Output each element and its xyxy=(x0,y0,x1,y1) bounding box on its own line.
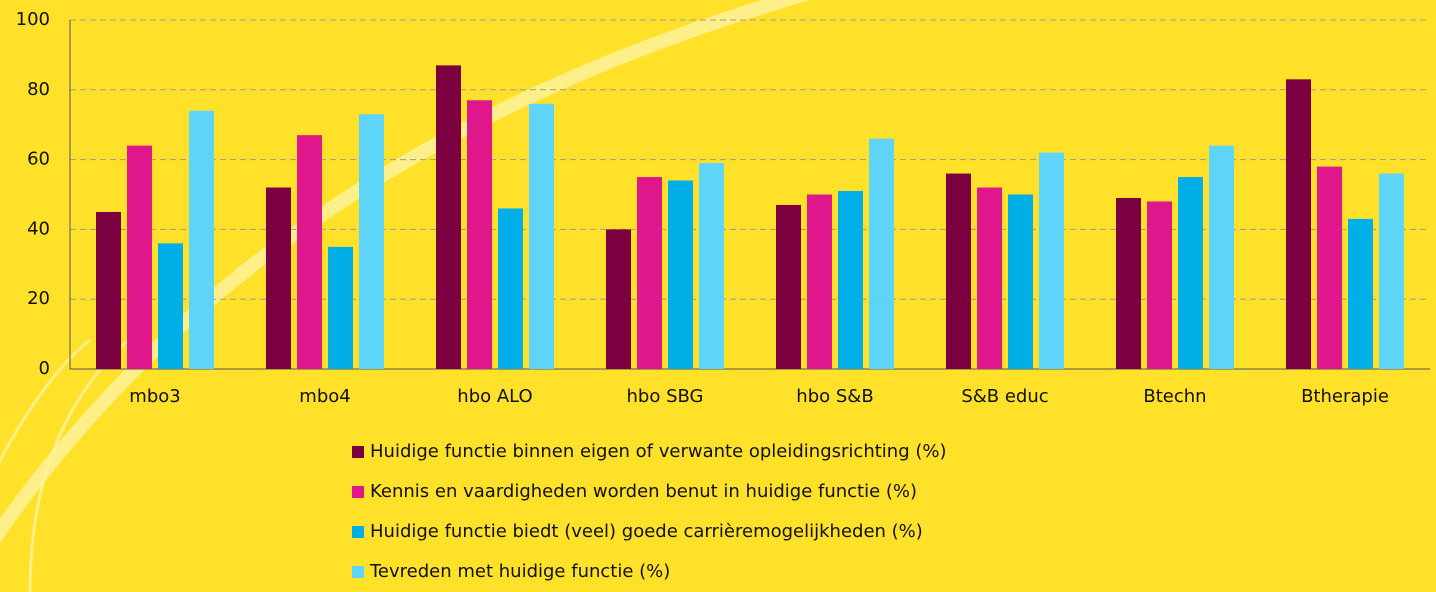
y-tick-label: 100 xyxy=(16,9,50,30)
bar xyxy=(776,204,801,369)
bar xyxy=(1039,152,1064,369)
y-tick-label: 60 xyxy=(27,149,50,170)
y-tick-label: 80 xyxy=(27,79,50,100)
bar xyxy=(1317,166,1342,369)
bar xyxy=(1178,177,1203,369)
bar xyxy=(699,163,724,369)
y-tick-label: 40 xyxy=(27,218,50,239)
bar xyxy=(807,194,832,369)
bar xyxy=(838,191,863,369)
bar xyxy=(946,173,971,369)
y-tick-label: 20 xyxy=(27,288,50,309)
x-tick-label: hbo ALO xyxy=(457,386,532,407)
x-tick-label: Btechn xyxy=(1143,386,1206,407)
bar xyxy=(328,246,353,369)
bar xyxy=(668,180,693,369)
bar xyxy=(158,243,183,369)
bar xyxy=(189,110,214,370)
bar xyxy=(977,187,1002,369)
bar xyxy=(869,138,894,369)
bar xyxy=(1147,201,1172,369)
x-tick-label: mbo3 xyxy=(129,386,180,407)
bar xyxy=(498,208,523,369)
x-tick-label: mbo4 xyxy=(299,386,350,407)
bar xyxy=(1348,218,1373,369)
legend-swatch xyxy=(352,446,364,458)
bar xyxy=(436,65,461,370)
legend-swatch xyxy=(352,526,364,538)
x-tick-label: hbo SBG xyxy=(627,386,704,407)
bar xyxy=(127,145,152,369)
bar xyxy=(606,229,631,369)
bar xyxy=(359,114,384,369)
decoration xyxy=(0,0,811,543)
decoration xyxy=(0,338,91,464)
bar xyxy=(297,135,322,369)
x-tick-label: Btherapie xyxy=(1301,386,1389,407)
bar xyxy=(96,211,121,369)
bar xyxy=(1379,173,1404,369)
legend-label: Kennis en vaardigheden worden benut in h… xyxy=(370,481,917,502)
legend-swatch xyxy=(352,486,364,498)
legend-swatch xyxy=(352,566,364,578)
bar xyxy=(529,103,554,369)
bar xyxy=(1008,194,1033,369)
bar xyxy=(1209,145,1234,369)
bar xyxy=(1286,79,1311,369)
legend-label: Tevreden met huidige functie (%) xyxy=(369,561,670,582)
legend-label: Huidige functie binnen eigen of verwante… xyxy=(370,441,946,462)
legend-label: Huidige functie biedt (veel) goede carri… xyxy=(370,521,923,542)
x-tick-label: hbo S&B xyxy=(796,386,873,407)
x-tick-label: S&B educ xyxy=(961,386,1048,407)
y-tick-label: 0 xyxy=(39,358,50,379)
bar xyxy=(1116,197,1141,369)
bar xyxy=(266,187,291,369)
bar xyxy=(467,100,492,370)
bar xyxy=(637,177,662,369)
